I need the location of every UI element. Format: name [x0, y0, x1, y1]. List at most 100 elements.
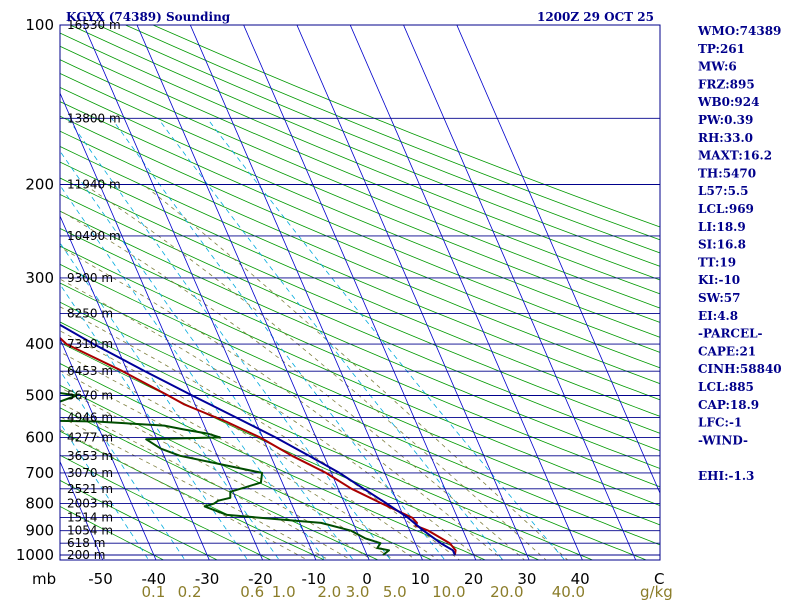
isotherm-line [403, 25, 637, 560]
temperature-tick-label: 40 [571, 570, 590, 588]
dry-adiabat-line [60, 301, 648, 560]
temperature-tick-label: -30 [195, 570, 220, 588]
height-label: 7310 m [67, 337, 113, 351]
index-item: WMO:74389 [697, 24, 781, 38]
index-item: TT:19 [698, 255, 736, 269]
height-label: 4946 m [67, 410, 113, 424]
dry-adiabat-line [60, 193, 660, 452]
sounding-traces [60, 323, 457, 556]
mixing-ratio-tick-label: 0.2 [178, 583, 202, 600]
moist-adiabat-line [142, 184, 569, 560]
dry-adiabat-line [60, 384, 433, 560]
index-item: LI:18.9 [698, 220, 746, 234]
dry-adiabat-line [60, 177, 660, 434]
index-item: RH:33.0 [698, 131, 753, 145]
temperature-unit-label: C [654, 570, 664, 588]
mixing-ratio-unit-label: g/kg [640, 583, 673, 600]
dry-adiabat-line [60, 479, 219, 560]
moist-adiabat-line [60, 351, 417, 560]
index-item: -WIND- [698, 433, 748, 447]
dry-adiabat-line [60, 321, 594, 560]
pressure-tick-label: 300 [25, 269, 54, 287]
pressure-tick-label: 800 [25, 495, 54, 513]
mixing-ratio-tick-label: 3.0 [346, 583, 370, 600]
moist-adiabat-line [60, 330, 439, 560]
temperature-tick-label: -10 [301, 570, 326, 588]
moist-adiabats [60, 184, 569, 560]
height-label: 16530 m [67, 18, 121, 32]
dry-adiabat-line [60, 45, 660, 295]
isotherm-line [296, 25, 530, 560]
index-item: SI:16.8 [698, 238, 746, 252]
temperature-tick-label: -50 [88, 570, 113, 588]
mixing-ratio-tick-label: 0.6 [240, 583, 264, 600]
height-label: 6453 m [67, 364, 113, 378]
pressure-tick-label: 600 [25, 428, 54, 446]
pressure-tick-label: 900 [25, 522, 54, 540]
height-label: 9300 m [67, 271, 113, 285]
mixing-ratio-tick-label: 2.0 [317, 583, 341, 600]
dry-adiabat-line [70, 25, 660, 267]
moist-adiabat-line [60, 210, 526, 560]
index-item: L57:5.5 [698, 184, 748, 198]
isotherm-line [60, 460, 104, 560]
dry-adiabat-line [60, 145, 660, 401]
height-label: 3653 m [67, 449, 113, 463]
dry-adiabat-line [60, 210, 660, 469]
dry-adiabat-line [60, 59, 660, 309]
chart-title: KGYX (74389) Sounding [66, 10, 231, 24]
dry-adiabat-line [60, 161, 660, 417]
height-label: 8250 m [67, 306, 113, 320]
index-item: TH:5470 [698, 166, 756, 180]
index-item: WB0:924 [697, 95, 759, 109]
dry-adiabat-line [60, 342, 541, 560]
index-item: LFC:-1 [698, 416, 742, 430]
mixing-ratio-tick-label: 20.0 [490, 583, 523, 600]
temperature-tick-label: 0 [362, 570, 372, 588]
height-label: 1514 m [67, 511, 113, 525]
dry-adiabat-line [60, 454, 272, 560]
index-item: SW:57 [698, 291, 740, 305]
index-item: FRZ:895 [698, 77, 755, 91]
height-label: 2003 m [67, 497, 113, 511]
mixing-ratio-axis: 0.1 0.2 0.6 1.0 2.0 3.0 5.0 10.0 20.0 40.0 [141, 583, 585, 600]
mixing-ratio-tick-label: 5.0 [383, 583, 407, 600]
isotherm-line [0, 13, 52, 566]
dry-adiabats [60, 25, 660, 560]
parcel-trace [60, 323, 456, 556]
index-item: CINH:58840 [698, 362, 782, 376]
dewpoint-trace [60, 392, 390, 556]
index-item: LCL:885 [698, 380, 754, 394]
temperature-tick-label: 10 [411, 570, 430, 588]
height-label: 10490 m [67, 229, 121, 243]
height-label: 4277 m [67, 430, 113, 444]
dry-adiabat-line [60, 282, 660, 546]
temperature-tick-label: 20 [464, 570, 483, 588]
plot-frame [59, 24, 661, 561]
pressure-tick-label: 700 [25, 464, 54, 482]
index-item: PW:0.39 [698, 113, 753, 127]
index-item: LCL:969 [698, 202, 754, 216]
isotherms [0, 13, 660, 566]
temperature-axis: -50 -40 -30 -20 -10 0 10 20 30 40 [88, 570, 589, 588]
index-item: KI:-10 [698, 273, 740, 287]
temperature-tick-label: -40 [142, 570, 167, 588]
index-item: CAPE:21 [698, 344, 756, 358]
moist-adiabat-line [60, 278, 482, 560]
dry-adiabat-line [60, 363, 487, 560]
height-label: 200 m [67, 548, 105, 562]
indices-panel: WMO:74389 TP:261 MW:6 FRZ:895 WB0:924 PW:0.39… [697, 24, 782, 483]
dry-adiabat-line [60, 228, 660, 488]
dry-adiabat-line [60, 505, 165, 560]
height-label: 618 m [67, 536, 105, 550]
pressure-tick-label: 1000 [16, 546, 54, 564]
isotherm-line [136, 25, 370, 560]
index-item: TP:261 [698, 42, 745, 56]
pressure-axis: 100 200 300 400 500 600 700 800 900 1000 [16, 16, 54, 564]
mixing-ratio-tick-label: 1.0 [272, 583, 296, 600]
isotherm-line [60, 337, 157, 560]
index-item: EHI:-1.3 [698, 469, 754, 483]
dry-adiabat-line [60, 130, 660, 385]
